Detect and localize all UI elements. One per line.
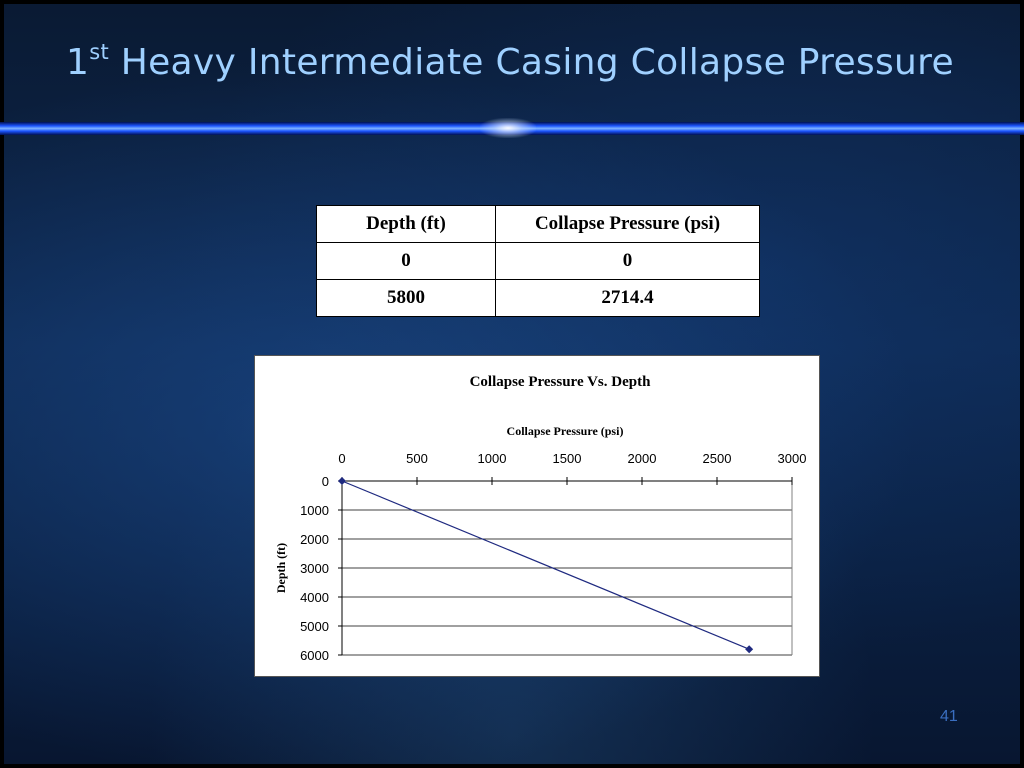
- series-line: [341, 480, 750, 650]
- data-point-marker: [745, 645, 754, 654]
- x-tick-label: 1000: [478, 451, 507, 466]
- y-tick-label: 1000: [300, 503, 329, 518]
- table-header-depth: Depth (ft): [316, 205, 496, 243]
- x-tick-label: 2000: [628, 451, 657, 466]
- y-tick-label: 4000: [300, 590, 329, 605]
- y-tick-label: 2000: [300, 532, 329, 547]
- title-superscript: st: [89, 40, 109, 64]
- table-row: 5800 2714.4: [316, 279, 760, 317]
- y-axis-label: Depth (ft): [274, 543, 288, 593]
- table-cell-pressure: 2714.4: [495, 279, 760, 317]
- title-text: Heavy Intermediate Casing Collapse Press…: [109, 42, 954, 83]
- collapse-pressure-chart: Collapse Pressure Vs. Depth Collapse Pre…: [274, 374, 807, 663]
- y-tick-label: 6000: [300, 648, 329, 663]
- y-tick-label: 5000: [300, 619, 329, 634]
- x-tick-label: 500: [406, 451, 428, 466]
- title-prefix: 1: [66, 42, 90, 83]
- divider-glow: [480, 118, 536, 138]
- data-point-marker: [338, 477, 346, 485]
- table-header-row: Depth (ft) Collapse Pressure (psi): [316, 205, 760, 243]
- chart-title: Collapse Pressure Vs. Depth: [470, 374, 652, 390]
- x-tick-label: 2500: [703, 451, 732, 466]
- table-header-collapse-pressure: Collapse Pressure (psi): [495, 205, 760, 243]
- slide-title: 1st Heavy Intermediate Casing Collapse P…: [66, 40, 954, 84]
- collapse-pressure-table: Depth (ft) Collapse Pressure (psi) 0 0 5…: [316, 205, 760, 317]
- x-tick-label: 3000: [778, 451, 807, 466]
- x-tick-label: 0: [338, 451, 345, 466]
- page-number: 41: [940, 708, 958, 725]
- table-cell-depth: 0: [316, 242, 496, 280]
- x-tick-label: 1500: [553, 451, 582, 466]
- x-axis-label: Collapse Pressure (psi): [507, 424, 624, 438]
- y-tick-label: 3000: [300, 561, 329, 576]
- chart-container: Collapse Pressure Vs. Depth Collapse Pre…: [254, 355, 820, 677]
- table-cell-pressure: 0: [495, 242, 760, 280]
- y-tick-label: 0: [322, 474, 329, 489]
- table-cell-depth: 5800: [316, 279, 496, 317]
- table-row: 0 0: [316, 242, 760, 280]
